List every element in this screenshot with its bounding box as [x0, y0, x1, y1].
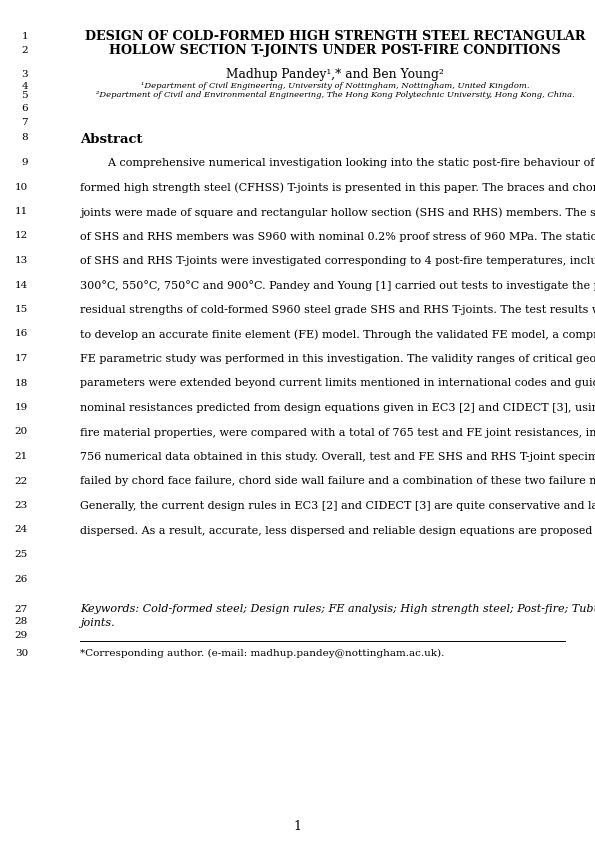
Text: Keywords: Cold-formed steel; Design rules; FE analysis; High strength steel; Pos: Keywords: Cold-formed steel; Design rule… — [80, 605, 595, 615]
Text: 2: 2 — [21, 46, 28, 55]
Text: 24: 24 — [15, 525, 28, 535]
Text: 14: 14 — [15, 280, 28, 290]
Text: 6: 6 — [21, 104, 28, 113]
Text: 13: 13 — [15, 256, 28, 265]
Text: 3: 3 — [21, 70, 28, 79]
Text: 9: 9 — [21, 158, 28, 167]
Text: 21: 21 — [15, 452, 28, 461]
Text: 15: 15 — [15, 305, 28, 314]
Text: 19: 19 — [15, 403, 28, 412]
Text: joints.: joints. — [80, 617, 115, 627]
Text: 27: 27 — [15, 605, 28, 614]
Text: HOLLOW SECTION T-JOINTS UNDER POST-FIRE CONDITIONS: HOLLOW SECTION T-JOINTS UNDER POST-FIRE … — [109, 44, 561, 57]
Text: 12: 12 — [15, 232, 28, 241]
Text: 7: 7 — [21, 118, 28, 127]
Text: 25: 25 — [15, 550, 28, 559]
Text: fire material properties, were compared with a total of 765 test and FE joint re: fire material properties, were compared … — [80, 428, 595, 438]
Text: 20: 20 — [15, 428, 28, 436]
Text: 26: 26 — [15, 574, 28, 584]
Text: 22: 22 — [15, 477, 28, 486]
Text: dispersed. As a result, accurate, less dispersed and reliable design equations a: dispersed. As a result, accurate, less d… — [80, 525, 595, 536]
Text: nominal resistances predicted from design equations given in EC3 [2] and CIDECT : nominal resistances predicted from desig… — [80, 403, 595, 413]
Text: 4: 4 — [21, 82, 28, 91]
Text: A comprehensive numerical investigation looking into the static post-fire behavi: A comprehensive numerical investigation … — [80, 158, 595, 168]
Text: 16: 16 — [15, 329, 28, 338]
Text: 5: 5 — [21, 91, 28, 100]
Text: Generally, the current design rules in EC3 [2] and CIDECT [3] are quite conserva: Generally, the current design rules in E… — [80, 501, 595, 511]
Text: joints were made of square and rectangular hollow section (SHS and RHS) members.: joints were made of square and rectangul… — [80, 207, 595, 217]
Text: *Corresponding author. (e-mail: madhup.pandey@nottingham.ac.uk).: *Corresponding author. (e-mail: madhup.p… — [80, 648, 444, 658]
Text: 28: 28 — [15, 617, 28, 626]
Text: residual strengths of cold-formed S960 steel grade SHS and RHS T-joints. The tes: residual strengths of cold-formed S960 s… — [80, 305, 595, 315]
Text: 8: 8 — [21, 133, 28, 142]
Text: of SHS and RHS members was S960 with nominal 0.2% proof stress of 960 MPa. The s: of SHS and RHS members was S960 with nom… — [80, 232, 595, 242]
Text: Madhup Pandey¹,* and Ben Young²: Madhup Pandey¹,* and Ben Young² — [226, 68, 444, 81]
Text: FE parametric study was performed in this investigation. The validity ranges of : FE parametric study was performed in thi… — [80, 354, 595, 364]
Text: ¹Department of Civil Engineering, University of Nottingham, Nottingham, United K: ¹Department of Civil Engineering, Univer… — [141, 82, 529, 90]
Text: Abstract: Abstract — [80, 133, 142, 146]
Text: formed high strength steel (CFHSS) T-joints is presented in this paper. The brac: formed high strength steel (CFHSS) T-joi… — [80, 183, 595, 193]
Text: 10: 10 — [15, 183, 28, 191]
Text: 11: 11 — [15, 207, 28, 216]
Text: 18: 18 — [15, 379, 28, 387]
Text: 30: 30 — [15, 648, 28, 658]
Text: 300°C, 550°C, 750°C and 900°C. Pandey and Young [1] carried out tests to investi: 300°C, 550°C, 750°C and 900°C. Pandey an… — [80, 280, 595, 291]
Text: failed by chord face failure, chord side wall failure and a combination of these: failed by chord face failure, chord side… — [80, 477, 595, 487]
Text: ²Department of Civil and Environmental Engineering, The Hong Kong Polytechnic Un: ²Department of Civil and Environmental E… — [96, 91, 574, 99]
Text: to develop an accurate finite element (FE) model. Through the validated FE model: to develop an accurate finite element (F… — [80, 329, 595, 340]
Text: 29: 29 — [15, 631, 28, 640]
Text: 17: 17 — [15, 354, 28, 363]
Text: DESIGN OF COLD-FORMED HIGH STRENGTH STEEL RECTANGULAR: DESIGN OF COLD-FORMED HIGH STRENGTH STEE… — [84, 30, 585, 43]
Text: 1: 1 — [293, 820, 301, 833]
Text: parameters were extended beyond current limits mentioned in international codes : parameters were extended beyond current … — [80, 379, 595, 388]
Text: 756 numerical data obtained in this study. Overall, test and FE SHS and RHS T-jo: 756 numerical data obtained in this stud… — [80, 452, 595, 462]
Text: of SHS and RHS T-joints were investigated corresponding to 4 post-fire temperatu: of SHS and RHS T-joints were investigate… — [80, 256, 595, 266]
Text: 23: 23 — [15, 501, 28, 510]
Text: 1: 1 — [21, 32, 28, 41]
